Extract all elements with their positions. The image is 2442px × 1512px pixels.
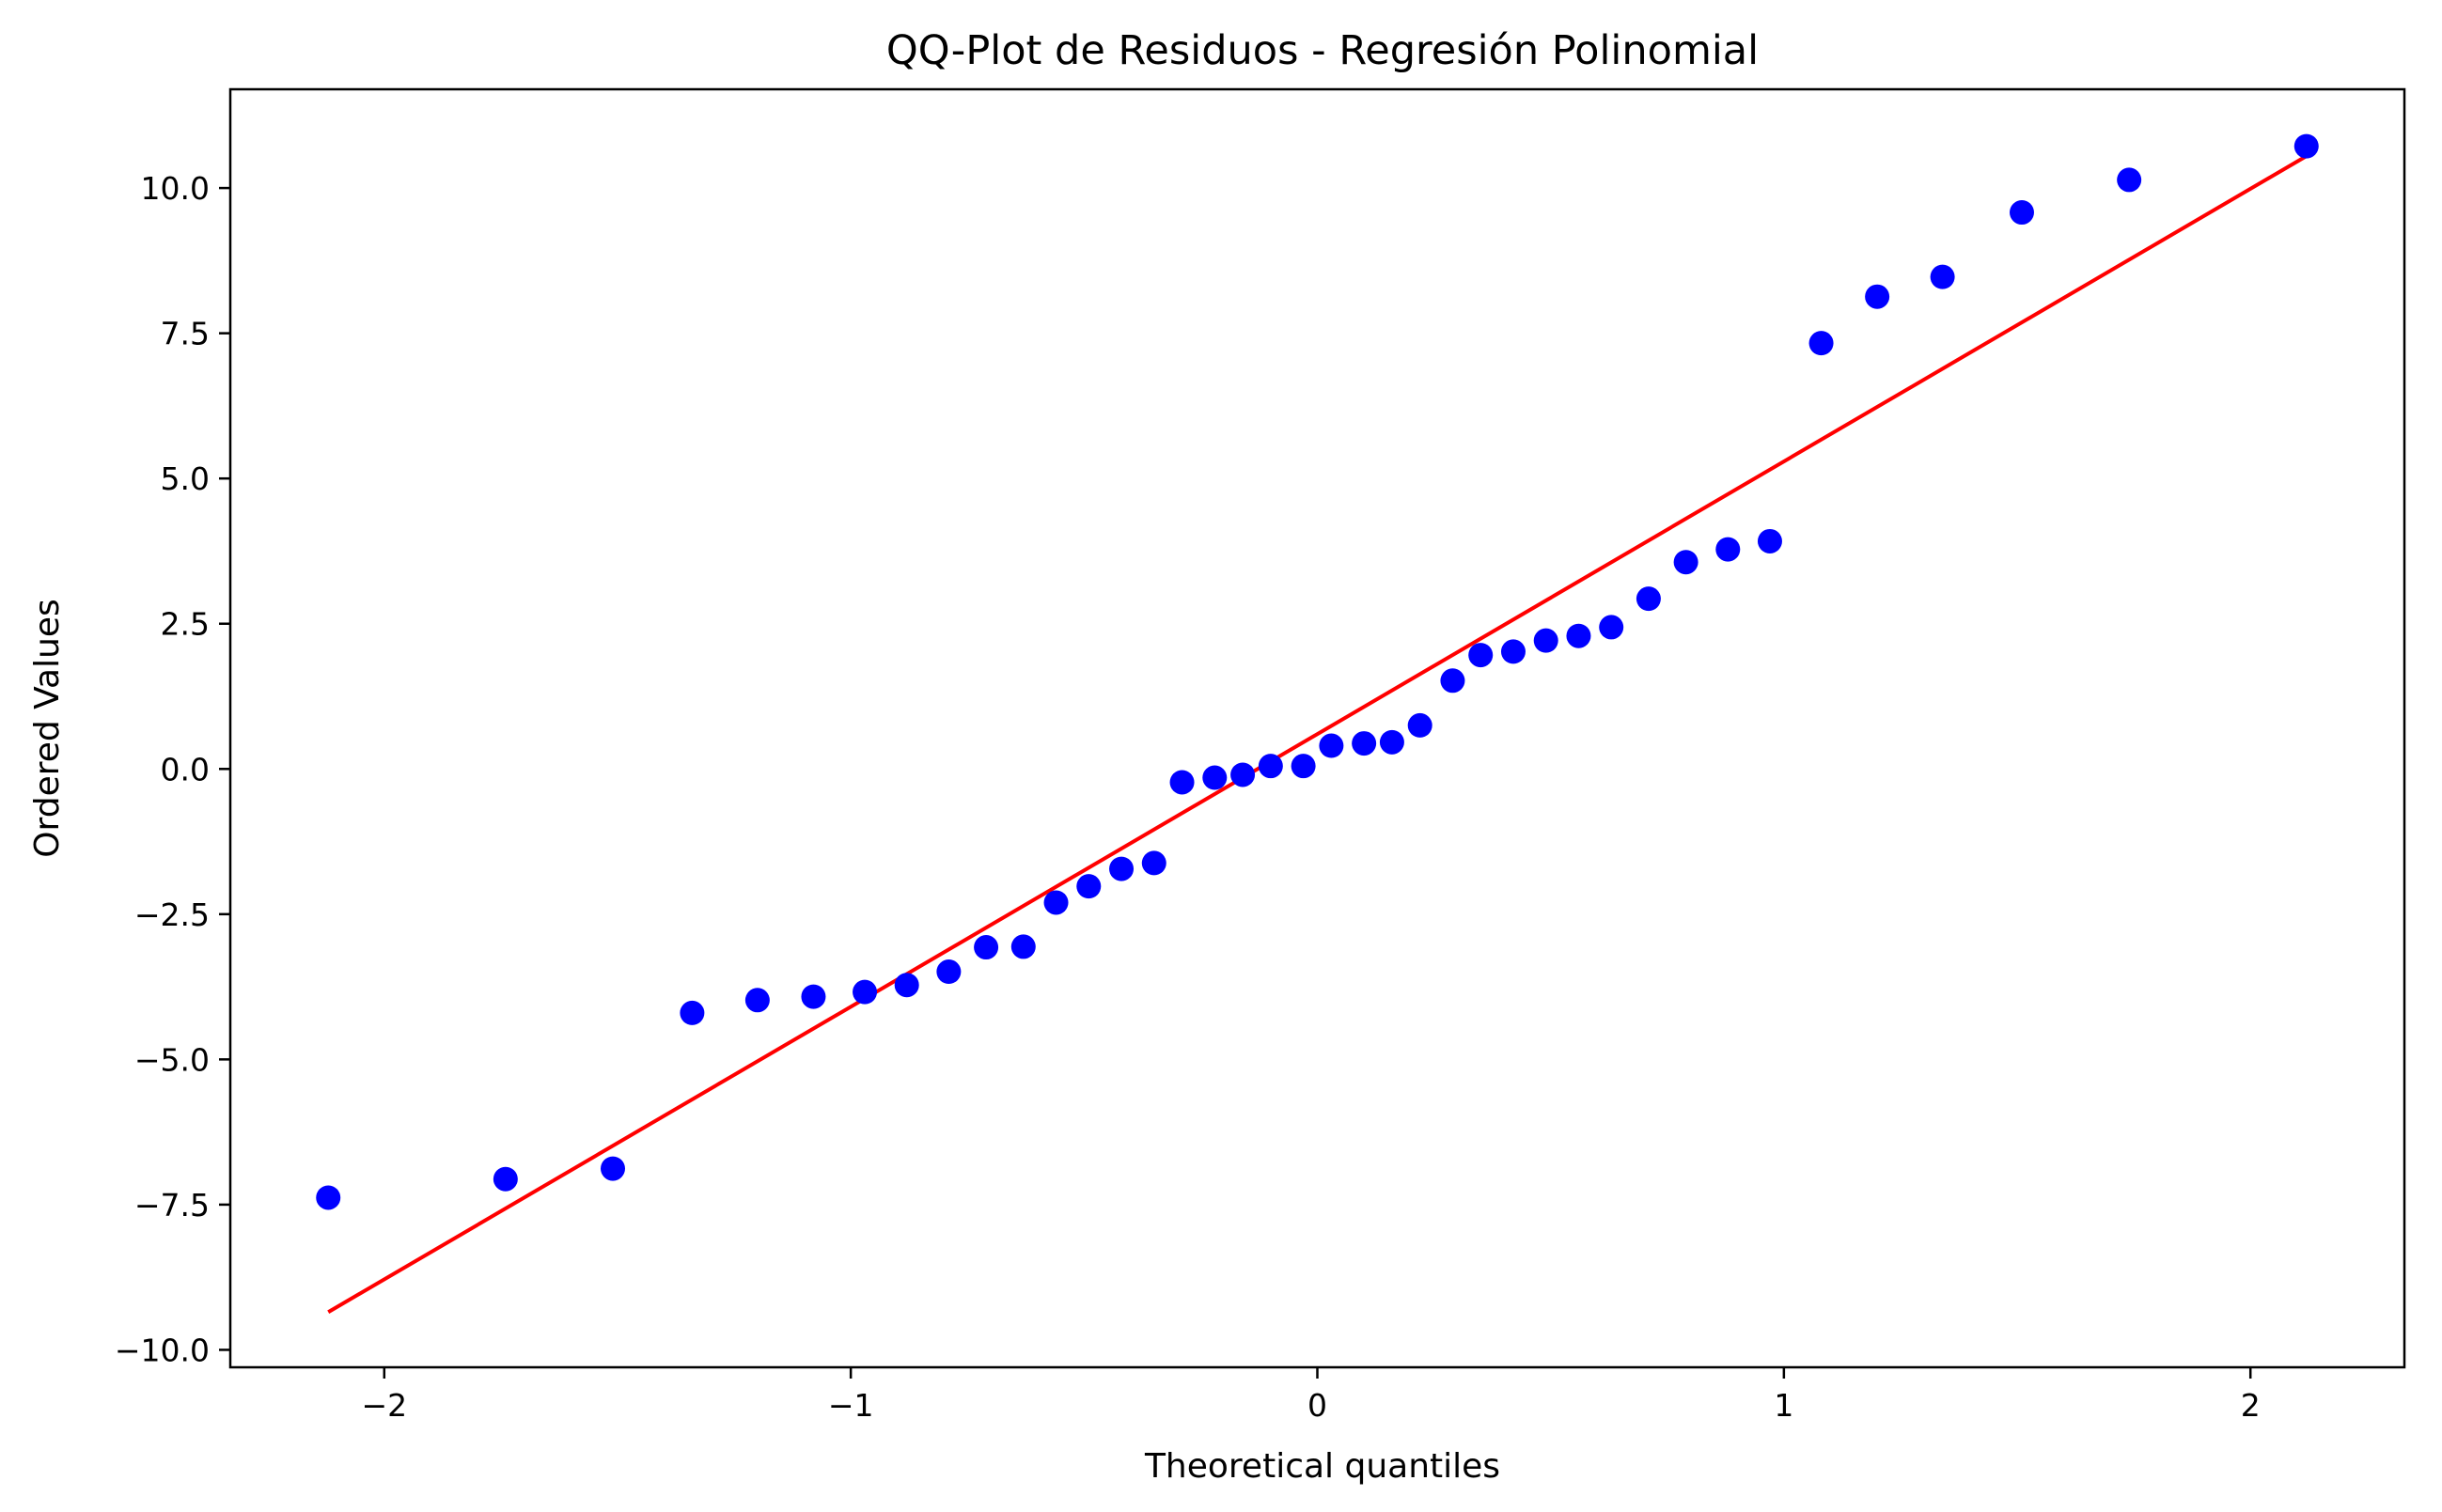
data-point <box>744 988 770 1013</box>
data-point <box>1043 890 1069 915</box>
data-point <box>1291 754 1316 779</box>
data-point <box>1636 586 1661 612</box>
data-point <box>493 1166 518 1192</box>
data-point <box>2117 167 2142 193</box>
data-point <box>1352 731 1377 756</box>
data-point <box>1468 643 1494 668</box>
data-point <box>1202 765 1228 790</box>
y-tick-label: 0.0 <box>161 751 210 787</box>
data-point <box>2293 133 2319 159</box>
data-point <box>1440 668 1465 694</box>
y-tick-label: −2.5 <box>134 896 210 933</box>
y-tick-label: 2.5 <box>161 606 210 643</box>
data-point <box>1407 712 1432 738</box>
y-tick-label: 7.5 <box>161 316 210 352</box>
x-tick-label: −2 <box>361 1387 407 1424</box>
data-point <box>1319 733 1344 758</box>
y-tick-label: 10.0 <box>141 170 210 207</box>
y-tick-label: 5.0 <box>161 460 210 497</box>
data-point <box>801 984 826 1009</box>
y-axis-label: Ordered Values <box>28 599 67 858</box>
data-point <box>2009 200 2034 226</box>
data-point <box>1141 850 1166 876</box>
fit-line <box>327 154 2308 1314</box>
data-point <box>680 1000 705 1025</box>
data-point <box>1930 264 1955 289</box>
data-point <box>853 979 878 1005</box>
data-point <box>1230 762 1256 787</box>
y-axis: −10.0 −7.5 −5.0 −2.5 0.0 2.5 5.0 7.5 10.0 <box>115 170 230 1368</box>
data-point <box>1076 874 1102 899</box>
x-tick-label: 0 <box>1307 1387 1327 1424</box>
data-point <box>1500 639 1526 664</box>
x-tick-label: 2 <box>2241 1387 2261 1424</box>
data-point <box>1715 537 1741 562</box>
data-point <box>1533 628 1558 653</box>
data-point <box>894 973 919 998</box>
data-point <box>601 1156 626 1181</box>
data-point <box>1566 623 1591 648</box>
data-point <box>1673 550 1698 575</box>
x-tick-label: −1 <box>828 1387 874 1424</box>
y-tick-label: −7.5 <box>134 1187 210 1224</box>
x-axis-label: Theoretical quantiles <box>1144 1447 1500 1486</box>
data-point <box>1865 284 1890 309</box>
chart-title: QQ-Plot de Residuos - Regresión Polinomi… <box>886 27 1759 74</box>
data-point <box>936 959 962 985</box>
data-point <box>1757 528 1782 553</box>
x-axis: −2 −1 0 1 2 <box>361 1367 2261 1424</box>
plot-area <box>316 133 2319 1314</box>
data-point <box>1109 856 1135 881</box>
y-tick-label: −5.0 <box>134 1041 210 1078</box>
data-point <box>1258 754 1283 779</box>
data-point <box>1808 331 1834 356</box>
data-point <box>316 1185 341 1210</box>
x-tick-label: 1 <box>1774 1387 1793 1424</box>
data-point <box>974 935 999 960</box>
data-point <box>1169 770 1195 795</box>
data-point <box>1379 729 1404 755</box>
y-tick-label: −10.0 <box>115 1332 210 1368</box>
data-point <box>1599 615 1624 640</box>
data-point <box>1010 934 1036 959</box>
